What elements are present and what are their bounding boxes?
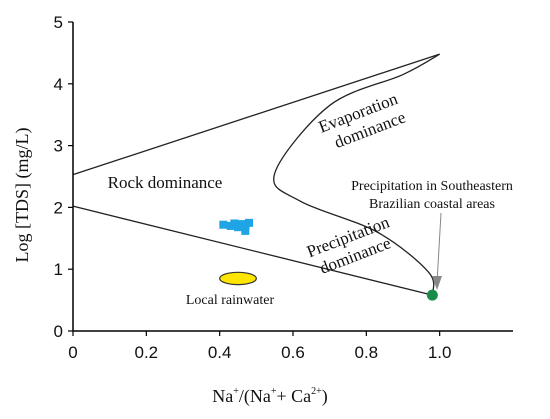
data-point [245, 218, 253, 227]
x-tick-label: 0.8 [355, 343, 379, 362]
coastal-precip-label-line2: Brazilian coastal areas [369, 197, 495, 212]
x-tick-label: 1.0 [428, 343, 452, 362]
x-tick-label: 0 [68, 343, 77, 362]
x-tick-label: 0.6 [281, 343, 305, 362]
coastal-precip-pointer-arrowhead [432, 276, 442, 290]
y-tick-label: 3 [54, 137, 63, 156]
data-point [241, 226, 250, 235]
lower-boundary-line [72, 205, 433, 296]
y-axis-label: Log [TDS] (mg/L) [12, 128, 33, 263]
evaporation-precipitation-curve [273, 53, 440, 296]
x-tick-label: 0.4 [208, 343, 232, 362]
coastal-precip-label-line1: Precipitation in Southeastern [351, 179, 513, 194]
y-tick-label: 5 [54, 13, 63, 32]
coastal-precip-marker [426, 289, 438, 301]
rock-dominance-label: Rock dominance [108, 173, 223, 192]
x-axis-label: Na+/(Na++ Ca2+) [212, 386, 328, 407]
x-tick-label: 0.2 [135, 343, 159, 362]
local-rainwater-label: Local rainwater [186, 293, 275, 308]
precipitation-dominance-label: Precipitation dominance [304, 212, 393, 278]
local-rainwater-ellipse [219, 271, 257, 286]
evaporation-dominance-label: Evaporation dominance [316, 89, 408, 152]
data-point [234, 220, 242, 229]
y-tick-label: 1 [54, 260, 63, 279]
y-tick-label: 4 [54, 75, 63, 94]
upper-boundary-line [72, 53, 440, 176]
envelope-curves [72, 53, 440, 296]
data-marks [219, 218, 438, 301]
y-tick-label: 2 [54, 198, 63, 217]
coastal-precip-pointer-line [436, 212, 442, 284]
data-point [219, 220, 228, 229]
axis-ticks: 0 0.2 0.4 0.6 0.8 1.0 0 1 2 3 4 5 [54, 13, 452, 362]
y-tick-label: 0 [54, 322, 63, 341]
